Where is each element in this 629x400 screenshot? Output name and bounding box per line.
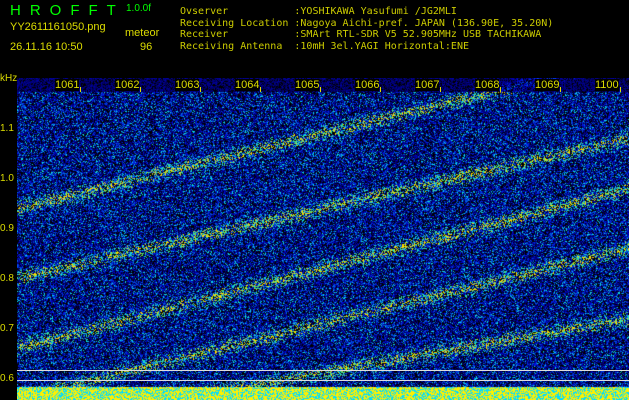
marker-line: [17, 380, 629, 381]
info-antenna: Receiving Antenna :10mH 3el.YAGI Horizon…: [180, 40, 469, 52]
x-tick: [440, 87, 441, 92]
y-tick-label: 0.9: [0, 223, 14, 234]
x-tick: [80, 87, 81, 92]
info-observer: Ovserver :YOSHIKAWA Yasufumi /JG2MLI: [180, 6, 457, 17]
x-tick-label: 1066: [355, 79, 380, 91]
timestamp: 26.11.16 10:50: [10, 41, 83, 53]
x-tick: [200, 87, 201, 92]
x-tick: [260, 87, 261, 92]
x-tick-label: 1061: [55, 79, 80, 91]
y-tick-label: 1.1: [0, 123, 14, 134]
meteor-count: 96: [140, 41, 153, 53]
x-tick-label: 1064: [235, 79, 260, 91]
app-title: HROFFT: [10, 2, 125, 19]
mode-label: meteor: [125, 27, 160, 39]
x-tick-label: 1062: [115, 79, 140, 91]
x-tick: [140, 87, 141, 92]
x-tick: [500, 87, 501, 92]
x-tick: [560, 87, 561, 92]
x-tick-label: 1067: [415, 79, 440, 91]
x-tick-label: 1069: [535, 79, 560, 91]
station-info: Ovserver :YOSHIKAWA Yasufumi /JG2MLI Rece…: [180, 6, 553, 52]
x-tick: [380, 87, 381, 92]
y-axis-unit: kHz: [0, 73, 18, 84]
y-tick-label: 0.8: [0, 273, 14, 284]
spectrogram: [17, 78, 629, 400]
file-name: YY2611161050.png: [10, 21, 106, 33]
marker-line: [17, 370, 629, 371]
info-receiver: Receiver :SMArt RTL-SDR V5 52.905MHz USB…: [180, 29, 542, 40]
version: 1.0.0f: [126, 3, 152, 14]
x-tick-label: 1065: [295, 79, 320, 91]
info-location: Receiving Location :Nagoya Aichi-pref. J…: [180, 17, 554, 29]
y-tick-label: 0.7: [0, 323, 14, 334]
x-tick-label: 1068: [475, 79, 500, 91]
x-tick: [620, 87, 621, 92]
x-tick-label: 1063: [175, 79, 200, 91]
x-tick: [320, 87, 321, 92]
y-tick-label: 1.0: [0, 173, 14, 184]
y-tick-label: 0.6: [0, 373, 14, 384]
x-tick-label: 1100: [595, 79, 619, 91]
